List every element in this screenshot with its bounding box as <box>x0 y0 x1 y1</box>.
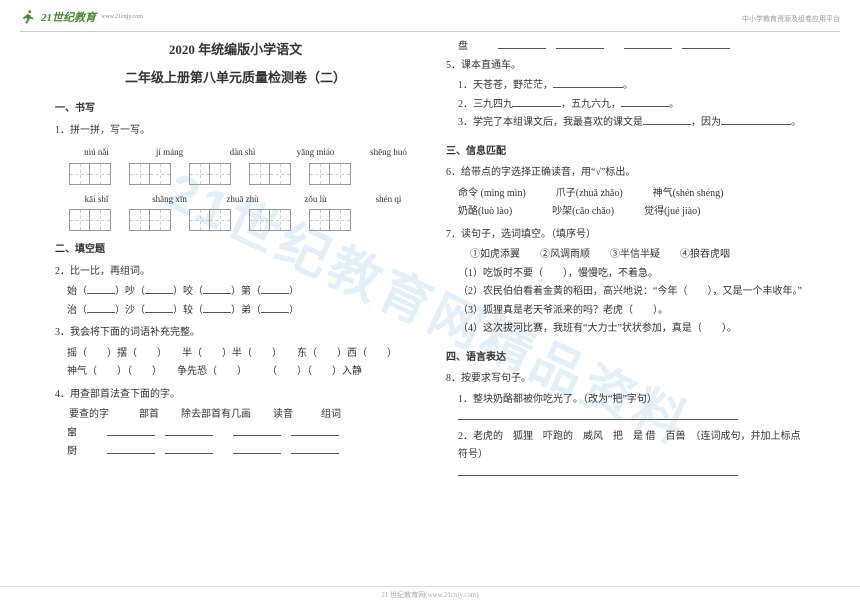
tianzige[interactable] <box>129 209 171 231</box>
q4-header: 要查的字 部首 除去部首有几画 读音 组词 <box>55 406 416 425</box>
doc-title-1: 2020 年统编版小学语文 <box>55 38 416 62</box>
th: 要查的字 <box>69 406 109 425</box>
q7-i4: （4）这次拔河比赛，我班有“大力士”状状参加，真是（ ）。 <box>446 320 805 339</box>
q3-row2: 神气（ ）（ ） 争先恐（ ） （ ）（ ）入静 <box>55 363 416 382</box>
q6-row1: 命令 (mìng mìn) 爪子(zhuǎ zhǎo) 神气(shén shén… <box>446 185 805 204</box>
doc-title-2: 二年级上册第八单元质量检测卷（二） <box>55 66 416 90</box>
q4-stem: 4．用查部首法查下面的字。 <box>55 386 416 405</box>
q7-i2: （2）农民伯伯看着金黄的稻田，高兴地说：“今年（ ），又是一个丰收年。” <box>446 283 805 302</box>
q3-stem: 3．我会将下面的词语补充完整。 <box>55 324 416 343</box>
q4-row-1: 窜 <box>55 425 416 444</box>
page-header: 21世纪教育 www.21cnjy.com 中小学教育资源及组卷应用平台 <box>20 8 840 32</box>
char: 厨 <box>67 446 77 457</box>
header-right-text: 中小学教育资源及组卷应用平台 <box>742 14 840 24</box>
text: ，五九六九， <box>561 99 621 110</box>
text: 2．三九四九 <box>458 99 513 110</box>
th: 除去部首有几画 <box>181 406 251 425</box>
pinyin: kāi shǐ <box>69 191 124 208</box>
q6-stem: 6．给带点的字选择正确读音，用“√”标出。 <box>446 164 805 183</box>
pinyin: dàn shì <box>215 144 270 161</box>
tianzige[interactable] <box>249 209 291 231</box>
q1-stem: 1．拼一拼，写一写。 <box>55 122 416 141</box>
q4-row-pan: 盘 <box>446 38 805 57</box>
text: 3．学完了本组课文后，我最喜欢的课文是 <box>458 117 643 128</box>
left-column: 2020 年统编版小学语文 二年级上册第八单元质量检测卷（二） 一、书写 1．拼… <box>55 38 416 580</box>
page-footer: 21 世纪教育网(www.21cnjy.com) <box>0 586 860 600</box>
q5-1: 1．天苍苍，野茫茫，。 <box>446 77 805 96</box>
q7-i1: （1）吃饭时不要（ ），慢慢吃，不着急。 <box>446 265 805 284</box>
tianzige[interactable] <box>309 163 351 185</box>
pinyin: shén qi <box>361 191 416 208</box>
section-3-head: 三、信息匹配 <box>446 143 805 162</box>
pinyin: shāng xīn <box>142 191 197 208</box>
runner-icon <box>20 8 38 26</box>
tianzige[interactable] <box>189 163 231 185</box>
q1-pinyin-row2: kāi shǐ shāng xīn zhuā zhù zǒu lù shén q… <box>55 191 416 208</box>
section-2-head: 二、填空题 <box>55 241 416 260</box>
pinyin: zǒu lù <box>288 191 343 208</box>
q5-2: 2．三九四九，五九六九，。 <box>446 96 805 115</box>
tianzige[interactable] <box>69 209 111 231</box>
pinyin: jí máng <box>142 144 197 161</box>
q7-options: ①如虎添翼 ②风调雨顺 ③半信半疑 ④狼吞虎咽 <box>446 246 805 265</box>
char: 窜 <box>67 428 77 439</box>
logo-sub: www.21cnjy.com <box>101 14 143 20</box>
q7-i3: （3）狐狸真是老天爷派来的吗？老虎（ ）。 <box>446 302 805 321</box>
q2-row2: 治（）沙（）较（）弟（） <box>55 302 416 321</box>
pinyin: yāng miáo <box>288 144 343 161</box>
q8-blank1 <box>446 409 805 428</box>
q2-stem: 2．比一比，再组词。 <box>55 263 416 282</box>
text: ，因为 <box>691 117 721 128</box>
tianzige[interactable] <box>189 209 231 231</box>
section-1-head: 一、书写 <box>55 100 416 119</box>
right-column: 盘 5．课本直通车。 1．天苍苍，野茫茫，。 2．三九四九，五九六九，。 3．学… <box>446 38 805 580</box>
text: 1．天苍苍，野茫茫， <box>458 80 553 91</box>
q6-row2: 奶酪(luò lào) 吵架(cǎo chǎo) 觉得(jué jiào) <box>446 203 805 222</box>
q8-i1: 1．整块奶酪都被你吃光了。（改为“把”字句） <box>446 391 805 410</box>
th: 组词 <box>321 406 341 425</box>
logo-text: 21世纪教育 <box>41 9 96 25</box>
tianzige[interactable] <box>129 163 171 185</box>
section-4-head: 四、语言表达 <box>446 349 805 368</box>
q4-row-2: 厨 <box>55 443 416 462</box>
q1-grid-row2 <box>55 209 416 231</box>
tianzige[interactable] <box>69 163 111 185</box>
pinyin: shēng huó <box>361 144 416 161</box>
char: 盘 <box>458 41 468 52</box>
q3-row1: 摇（ ）摆（ ） 半（ ）半（ ） 东（ ）西（ ） <box>55 345 416 364</box>
q1-pinyin-row1: niú nǎi jí máng dàn shì yāng miáo shēng … <box>55 144 416 161</box>
q8-blank2 <box>446 465 805 484</box>
q8-stem: 8．按要求写句子。 <box>446 370 805 389</box>
q7-stem: 7．读句子，选词填空。（填序号） <box>446 226 805 245</box>
q5-3: 3．学完了本组课文后，我最喜欢的课文是，因为。 <box>446 114 805 133</box>
q1-grid-row1 <box>55 163 416 185</box>
tianzige[interactable] <box>309 209 351 231</box>
content-area: 2020 年统编版小学语文 二年级上册第八单元质量检测卷（二） 一、书写 1．拼… <box>55 38 805 580</box>
th: 读音 <box>273 406 293 425</box>
q5-stem: 5．课本直通车。 <box>446 57 805 76</box>
q8-i2: 2．老虎的 狐狸 吓跑的 威风 把 是 借 百兽 （连词成句，并加上标点符号） <box>446 428 805 465</box>
logo: 21世纪教育 www.21cnjy.com <box>20 8 143 26</box>
th: 部首 <box>139 406 159 425</box>
tianzige[interactable] <box>249 163 291 185</box>
pinyin: zhuā zhù <box>215 191 270 208</box>
pinyin: niú nǎi <box>69 144 124 161</box>
q2-row1: 始（）吵（）咬（）第（） <box>55 283 416 302</box>
